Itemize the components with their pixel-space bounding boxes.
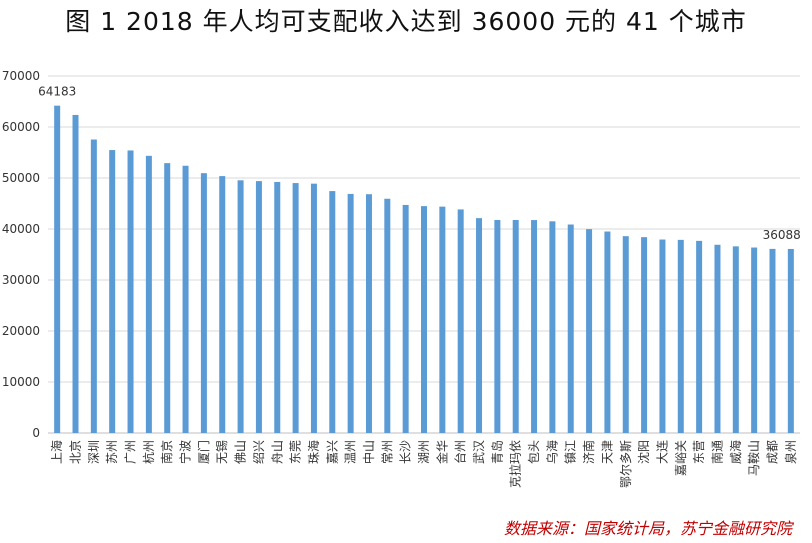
bar (182, 165, 189, 433)
x-tick-label: 沈阳 (636, 440, 651, 464)
bar (200, 173, 207, 433)
y-tick-label: 30000 (2, 273, 40, 287)
x-tick-label: 台州 (453, 440, 468, 464)
x-tick-label: 天津 (600, 440, 614, 464)
bar (512, 220, 519, 433)
source-note: 数据来源：国家统计局，苏宁金融研究院 (503, 519, 792, 538)
bar (54, 105, 61, 434)
bar (109, 150, 116, 434)
bar (402, 204, 409, 433)
x-tick-label: 武汉 (472, 440, 486, 464)
x-tick-label: 金华 (434, 440, 449, 464)
bar (531, 220, 538, 433)
x-tick-label: 中山 (361, 440, 376, 464)
bar (677, 239, 684, 433)
bar (384, 198, 391, 433)
x-tick-label: 成都 (765, 440, 779, 464)
data-label: 64183 (38, 85, 76, 99)
x-tick-label: 青岛 (489, 440, 504, 464)
x-tick-label: 湖州 (416, 440, 431, 464)
y-tick-label: 20000 (2, 324, 40, 338)
x-tick-label: 广州 (124, 440, 138, 464)
data-label: 36088 (763, 228, 801, 242)
x-axis: 上海 北京 深圳 苏州 广州 杭州 南京 宁波 厦门 无锡 佛山 绍兴 舟山 东莞 珠海 嘉兴 温州 中山 常州 长沙… (49, 440, 798, 488)
bar (255, 181, 262, 433)
x-tick-label: 济南 (581, 440, 596, 464)
x-tick-label: 南京 (159, 440, 174, 464)
x-tick-label: 泉州 (784, 440, 798, 464)
x-tick-label: 北京 (69, 440, 83, 464)
bar (164, 163, 171, 433)
y-tick-label: 70000 (2, 69, 40, 83)
bar (604, 231, 611, 433)
x-tick-label: 包头 (527, 440, 541, 464)
chart-title: 图 1 2018 年人均可支配收入达到 36000 元的 41 个城市 (65, 7, 747, 36)
bar (751, 247, 758, 433)
bar (622, 236, 629, 433)
x-tick-label: 长沙 (399, 440, 413, 464)
x-tick-label: 鄂尔多斯 (618, 440, 633, 488)
bar (659, 239, 666, 433)
x-tick-label: 威海 (728, 440, 743, 464)
bar (494, 219, 501, 433)
x-tick-label: 克拉玛依 (508, 440, 523, 488)
y-tick-label: 0 (32, 426, 40, 440)
bar (567, 224, 574, 433)
bar (90, 139, 97, 433)
bar (769, 248, 776, 433)
x-tick-label: 嘉峪关 (674, 440, 688, 476)
bar (292, 183, 299, 433)
x-tick-label: 杭州 (141, 440, 156, 464)
bar (347, 193, 354, 433)
x-tick-label: 温州 (344, 440, 358, 464)
x-tick-label: 大连 (654, 440, 669, 464)
data-labels: 64183 36088 (38, 85, 801, 242)
x-tick-label: 东营 (692, 440, 706, 464)
bar (641, 237, 648, 433)
x-tick-label: 绍兴 (252, 440, 266, 464)
bar (219, 176, 226, 433)
x-tick-label: 镇江 (564, 440, 578, 464)
x-tick-label: 上海 (49, 440, 64, 464)
bar (365, 194, 372, 433)
bar (329, 191, 336, 433)
x-tick-label: 舟山 (270, 440, 284, 464)
x-tick-label: 宁波 (178, 440, 193, 464)
y-tick-label: 10000 (2, 375, 40, 389)
x-tick-label: 南通 (709, 440, 724, 464)
bar (274, 181, 281, 433)
bar (714, 244, 721, 433)
bar (127, 150, 134, 433)
bar (457, 209, 464, 433)
x-tick-label: 珠海 (306, 440, 321, 464)
bar (439, 206, 446, 433)
x-tick-label: 嘉兴 (325, 440, 339, 464)
x-tick-label: 苏州 (105, 440, 119, 464)
y-tick-label: 60000 (2, 120, 40, 134)
x-tick-label: 东莞 (289, 440, 303, 464)
bar (586, 229, 593, 433)
x-tick-label: 常州 (380, 440, 394, 464)
y-axis: 0 10000 20000 30000 40000 50000 60000 70000 (2, 69, 40, 440)
y-tick-label: 40000 (2, 222, 40, 236)
bars (54, 105, 794, 434)
x-tick-label: 深圳 (87, 440, 101, 464)
bar (696, 240, 703, 433)
x-tick-label: 佛山 (234, 440, 248, 464)
bar (421, 206, 427, 433)
x-tick-label: 厦门 (196, 440, 211, 464)
bar (237, 180, 244, 433)
bar (72, 114, 79, 434)
x-tick-label: 无锡 (214, 440, 229, 464)
bar (310, 183, 317, 433)
x-tick-label: 乌海 (544, 440, 559, 464)
bar (145, 155, 152, 433)
bar (549, 221, 556, 433)
x-tick-label: 马鞍山 (746, 440, 761, 476)
bar (732, 246, 739, 433)
bar (476, 218, 483, 433)
y-tick-label: 50000 (2, 171, 40, 185)
bar (787, 248, 794, 433)
